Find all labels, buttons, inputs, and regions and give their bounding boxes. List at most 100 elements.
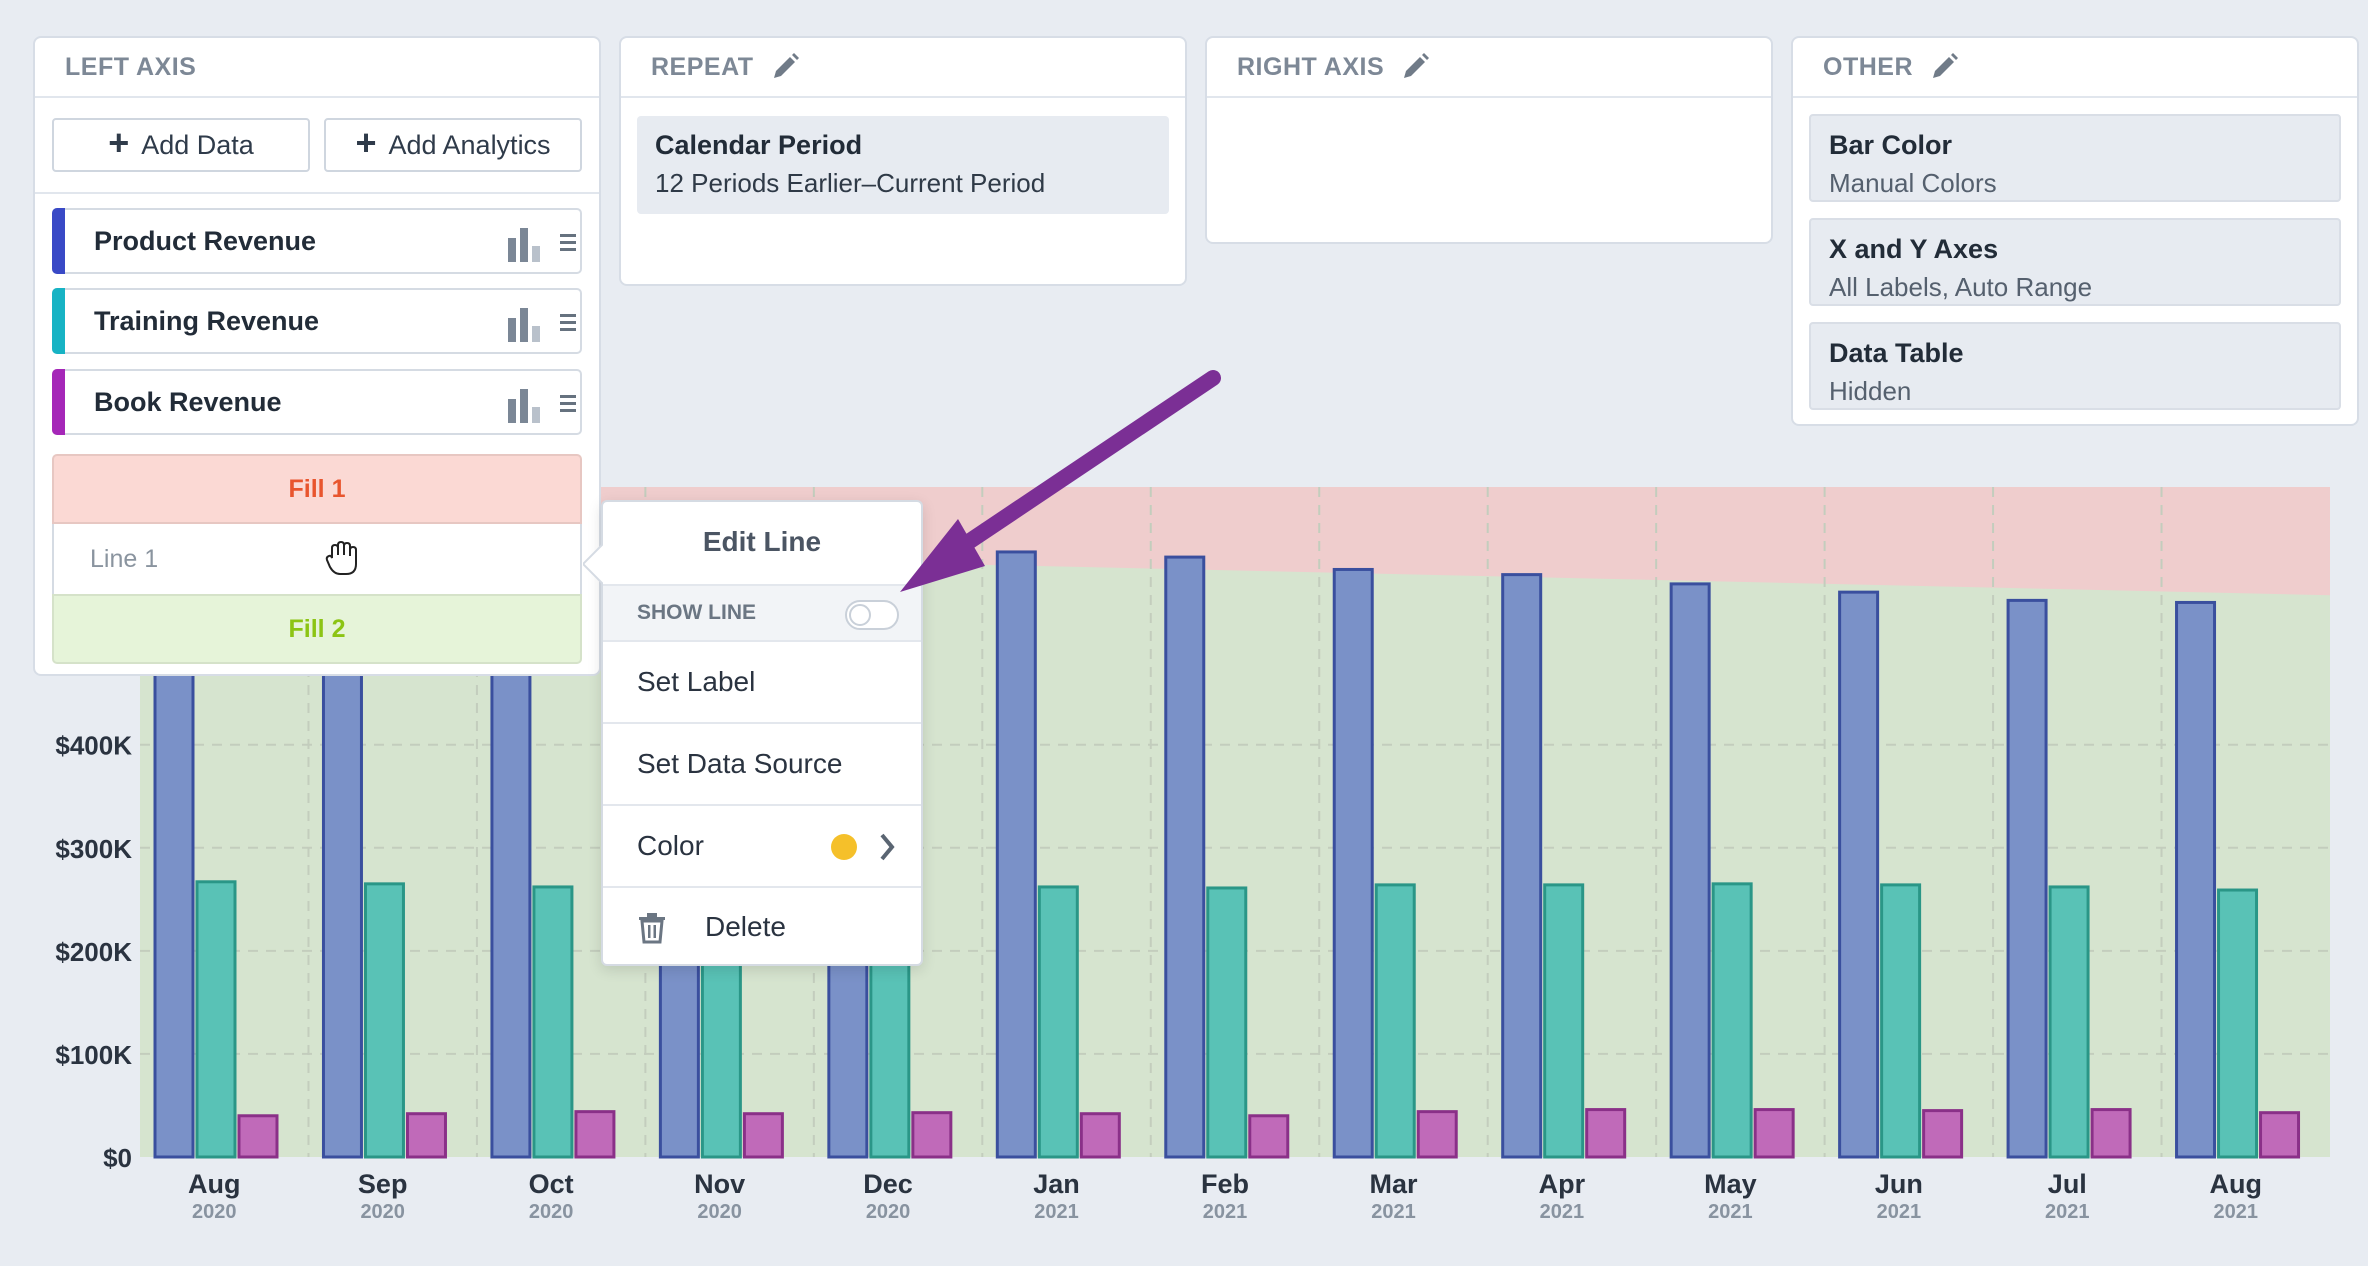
card-title: X and Y Axes <box>1829 234 1999 264</box>
set-data-source-item[interactable]: Set Data Source <box>603 722 921 804</box>
x-tick-label: Aug <box>188 1169 240 1199</box>
calendar-period-card[interactable]: Calendar Period 12 Periods Earlier–Curre… <box>637 116 1169 214</box>
add-analytics-label: Add Analytics <box>388 129 551 160</box>
bar-book-revenue <box>1922 1109 1964 1159</box>
bar-training-revenue <box>195 880 237 1159</box>
other-title: OTHER <box>1823 52 1913 81</box>
bar-training-revenue <box>1206 886 1248 1159</box>
add-data-button[interactable]: + Add Data <box>52 118 310 172</box>
y-tick-label: $0 <box>103 1143 132 1173</box>
bar-product-revenue <box>995 550 1037 1159</box>
bar-product-revenue <box>1501 573 1543 1159</box>
bar-training-revenue <box>1374 883 1416 1159</box>
bar-training-revenue <box>1037 885 1079 1159</box>
x-tick-year-label: 2020 <box>360 1201 405 1223</box>
card-title: Data Table <box>1829 338 1964 368</box>
fill1-row[interactable]: Fill 1 <box>52 454 582 524</box>
x-tick-label: Aug <box>2210 1169 2262 1199</box>
bar-training-revenue <box>363 882 405 1159</box>
fill2-row[interactable]: Fill 2 <box>52 594 582 664</box>
color-item[interactable]: Color <box>603 804 921 886</box>
drag-handle-icon[interactable] <box>558 230 578 256</box>
bar-book-revenue <box>2259 1111 2301 1159</box>
y-tick-label: $100K <box>55 1040 132 1070</box>
bar-color-card[interactable]: Bar Color Manual Colors <box>1809 114 2341 202</box>
bar-book-revenue <box>911 1111 953 1159</box>
pencil-icon[interactable] <box>1400 52 1430 82</box>
series-label: Book Revenue <box>94 386 282 417</box>
x-tick-year-label: 2021 <box>1371 1201 1416 1223</box>
bar-training-revenue <box>532 885 574 1159</box>
x-axis-labels: Aug2020Sep2020Oct2020Nov2020Dec2020Jan20… <box>188 1169 2262 1223</box>
series-label: Training Revenue <box>94 305 320 336</box>
bar-training-revenue <box>2048 885 2090 1159</box>
add-data-label: Add Data <box>141 129 254 160</box>
x-tick-label: Jun <box>1875 1169 1923 1199</box>
other-panel: OTHER Bar Color Manual Colors X and Y Ax… <box>1791 36 2359 426</box>
x-tick-year-label: 2021 <box>1540 1201 1585 1223</box>
series-color-stripe <box>52 288 65 354</box>
drag-handle-icon[interactable] <box>558 391 578 417</box>
grab-cursor-icon <box>325 540 357 575</box>
left-axis-title: LEFT AXIS <box>35 38 599 98</box>
series-book-revenue[interactable]: Book Revenue <box>52 369 582 435</box>
repeat-title: REPEAT <box>651 52 754 81</box>
toggle-knob <box>849 604 871 626</box>
x-tick-label: Jan <box>1033 1169 1080 1199</box>
y-tick-label: $300K <box>55 834 132 864</box>
bar-book-revenue <box>237 1114 279 1159</box>
bar-product-revenue <box>2006 598 2048 1159</box>
pencil-icon[interactable] <box>1929 52 1959 82</box>
delete-text: Delete <box>705 911 786 942</box>
plus-icon: + <box>108 122 130 163</box>
series-product-revenue[interactable]: Product Revenue <box>52 208 582 274</box>
bar-book-revenue <box>574 1110 616 1159</box>
x-tick-year-label: 2021 <box>1034 1201 1079 1223</box>
right-axis-title: RIGHT AXIS <box>1237 52 1385 81</box>
x-tick-year-label: 2020 <box>697 1201 742 1223</box>
show-line-toggle[interactable] <box>845 600 899 630</box>
chart-bars <box>153 537 2301 1159</box>
color-text: Color <box>637 830 704 861</box>
x-tick-label: May <box>1704 1169 1757 1199</box>
add-analytics-button[interactable]: + Add Analytics <box>324 118 582 172</box>
bar-product-revenue <box>1164 555 1206 1159</box>
delete-item[interactable]: Delete <box>603 886 921 966</box>
bar-training-revenue <box>1711 882 1753 1159</box>
bar-product-revenue <box>1838 590 1880 1159</box>
series-label: Product Revenue <box>94 225 317 256</box>
x-tick-year-label: 2020 <box>866 1201 911 1223</box>
bar-chart-icon <box>508 228 540 262</box>
bar-book-revenue <box>1248 1114 1290 1159</box>
pencil-icon[interactable] <box>770 52 800 82</box>
data-table-card[interactable]: Data Table Hidden <box>1809 322 2341 410</box>
show-line-label: SHOW LINE <box>637 601 756 624</box>
right-axis-panel: RIGHT AXIS <box>1205 36 1773 244</box>
x-tick-year-label: 2021 <box>1877 1201 1922 1223</box>
card-value: All Labels, Auto Range <box>1829 272 2093 302</box>
card-value: Hidden <box>1829 376 1912 406</box>
axes-card[interactable]: X and Y Axes All Labels, Auto Range <box>1809 218 2341 306</box>
drag-handle-icon[interactable] <box>558 310 578 336</box>
set-label-item[interactable]: Set Label <box>603 640 921 722</box>
line1-row[interactable]: Line 1 <box>52 524 582 594</box>
x-tick-label: Feb <box>1201 1169 1249 1199</box>
set-label-text: Set Label <box>637 666 756 697</box>
edit-line-menu: Edit Line SHOW LINE Set Label Set Data S… <box>583 500 923 966</box>
x-tick-label: Mar <box>1369 1169 1418 1199</box>
x-tick-label: Dec <box>863 1169 913 1199</box>
bar-product-revenue <box>1669 582 1711 1159</box>
series-training-revenue[interactable]: Training Revenue <box>52 288 582 354</box>
series-color-stripe <box>52 208 65 274</box>
chevron-right-icon <box>880 833 895 861</box>
plus-icon: + <box>355 122 377 163</box>
bar-training-revenue <box>1880 883 1922 1159</box>
left-axis-panel: LEFT AXIS + Add Data + Add Analytics Pro… <box>33 36 601 676</box>
card-title: Bar Color <box>1829 130 1953 160</box>
card-value: 12 Periods Earlier–Current Period <box>655 168 1046 198</box>
trash-icon <box>639 913 665 944</box>
line1-label: Line 1 <box>90 544 159 573</box>
bar-book-revenue <box>2090 1108 2132 1159</box>
bar-book-revenue <box>1416 1110 1458 1159</box>
x-tick-year-label: 2021 <box>2045 1201 2090 1223</box>
